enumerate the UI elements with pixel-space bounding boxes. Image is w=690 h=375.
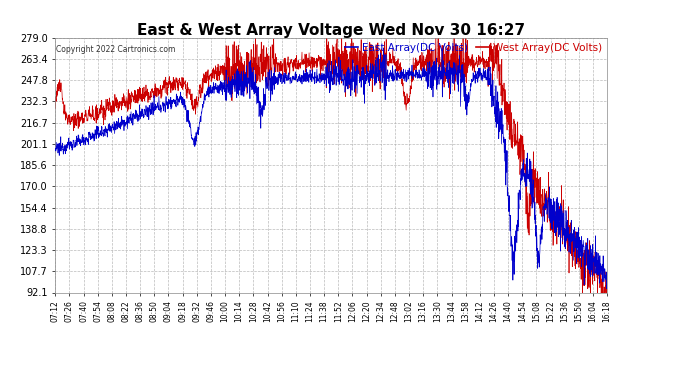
Title: East & West Array Voltage Wed Nov 30 16:27: East & West Array Voltage Wed Nov 30 16:… bbox=[137, 22, 525, 38]
Text: Copyright 2022 Cartronics.com: Copyright 2022 Cartronics.com bbox=[56, 45, 175, 54]
Legend: East Array(DC Volts), West Array(DC Volts): East Array(DC Volts), West Array(DC Volt… bbox=[345, 43, 602, 53]
